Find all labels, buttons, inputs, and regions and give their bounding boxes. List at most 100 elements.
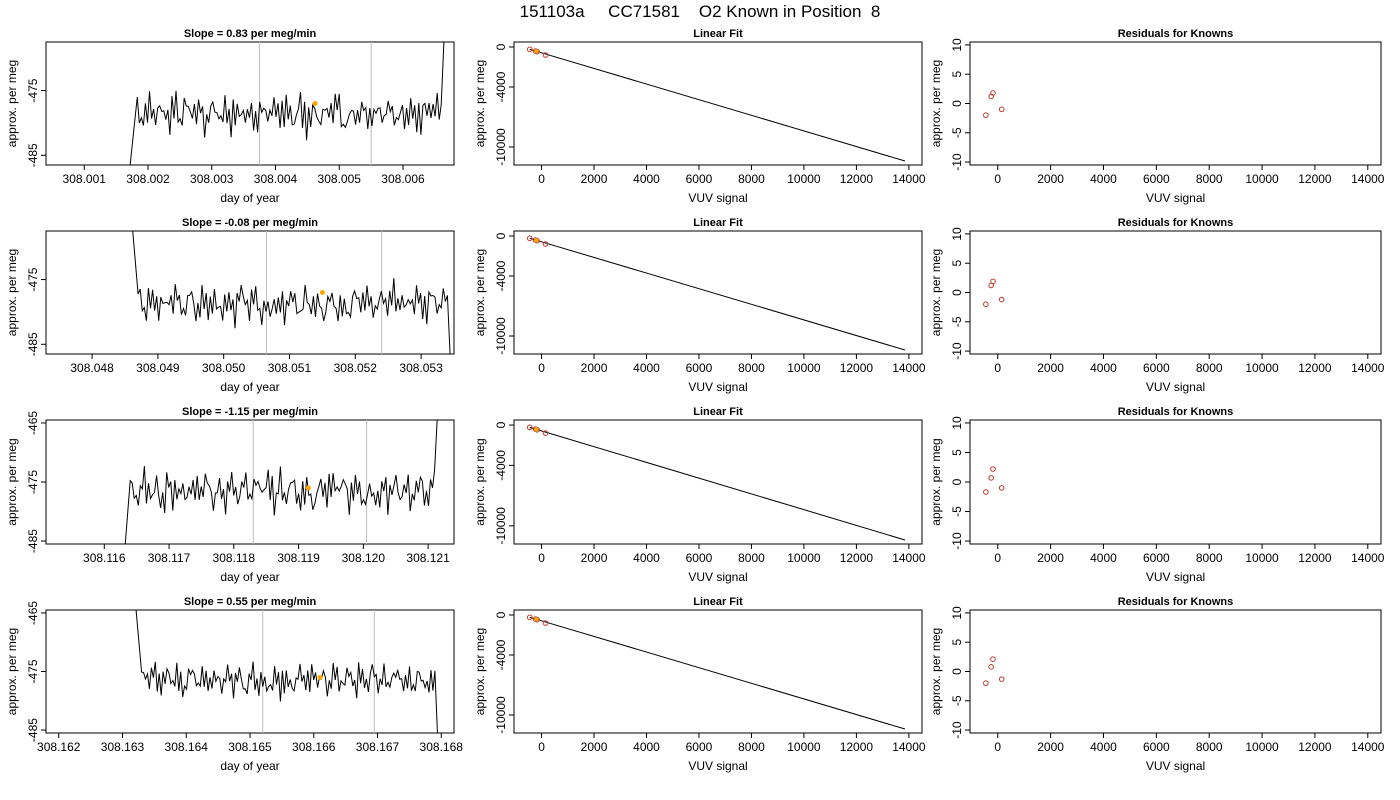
y-axis-label: approx. per meg: [5, 438, 19, 525]
x-axis-label: day of year: [220, 759, 279, 773]
x-tick-label: 0: [994, 551, 1001, 565]
plot-frame: [513, 230, 923, 355]
plot-area: [124, 420, 438, 544]
plot-frame: [969, 609, 1382, 734]
panel-row2-time-series: Slope = -0.08 per meg/min 308.048 308.049 3…: [5, 217, 455, 394]
x-tick-label: 0: [538, 172, 545, 186]
x-axis-label: VUV signal: [1146, 191, 1205, 205]
y-tick-label: -5: [950, 316, 964, 327]
plot-area: [983, 278, 1005, 308]
panel-row2-linear-fit: Linear Fit 0 2000 4000 6000 8000 10000 12000 140…: [473, 217, 926, 394]
time-series-line: [135, 610, 438, 733]
x-axis-label: VUV signal: [688, 191, 747, 205]
panel-title: Linear Fit: [693, 217, 743, 229]
x-tick-label: 6000: [1143, 740, 1170, 754]
y-tick-label: -5: [950, 506, 964, 517]
x-tick-label: 4000: [1090, 361, 1117, 375]
x-tick-label: 308.119: [277, 551, 320, 565]
data-point: [988, 475, 994, 481]
y-tick-label: 0: [950, 478, 964, 485]
panel-title: Residuals for Knowns: [1118, 596, 1234, 608]
x-tick-label: 12000: [840, 740, 874, 754]
data-point: [542, 620, 549, 626]
y-tick-label: -10: [950, 153, 964, 171]
y-tick-label: -4000: [494, 450, 508, 481]
x-tick-label: 10000: [1245, 361, 1279, 375]
x-tick-label: 308.004: [254, 172, 298, 186]
x-tick-label: 308.121: [406, 551, 450, 565]
data-point: [526, 424, 533, 431]
data-point: [988, 664, 994, 670]
x-tick-label: 14000: [892, 172, 926, 186]
fit-line: [529, 616, 906, 730]
x-tick-label: 2000: [581, 551, 608, 565]
x-axis-label: VUV signal: [688, 380, 747, 394]
x-tick-label: 8000: [1196, 361, 1223, 375]
plot-frame: [45, 230, 455, 355]
x-tick-label: 6000: [686, 551, 713, 565]
y-tick-label: 5: [950, 71, 964, 78]
x-tick-label: 308.167: [356, 740, 400, 754]
x-tick-label: 14000: [1351, 172, 1385, 186]
x-tick-label: 2000: [1037, 551, 1064, 565]
x-tick-label: 308.117: [148, 551, 191, 565]
x-tick-label: 10000: [787, 361, 821, 375]
y-axis-label: approx. per meg: [929, 249, 943, 336]
x-tick-label: 14000: [892, 551, 926, 565]
panel-title: Linear Fit: [693, 596, 743, 608]
time-series-line: [124, 420, 438, 544]
x-tick-label: 8000: [1196, 551, 1223, 565]
y-axis-label: approx. per meg: [473, 249, 487, 336]
data-point: [542, 52, 549, 58]
plot-area: [526, 424, 906, 541]
y-axis-label: approx. per meg: [5, 60, 19, 147]
plot-frame: [969, 230, 1382, 355]
data-point: [998, 296, 1005, 303]
x-tick-label: 0: [994, 361, 1001, 375]
x-tick-label: 14000: [1351, 551, 1385, 565]
x-tick-label: 308.049: [136, 361, 180, 375]
x-tick-label: 0: [994, 740, 1001, 754]
panel-title: Linear Fit: [693, 406, 743, 418]
x-tick-label: 4000: [1090, 172, 1117, 186]
x-axis-label: day of year: [220, 380, 279, 394]
y-axis-label: approx. per meg: [929, 628, 943, 715]
highlight-point: [534, 427, 539, 432]
x-tick-label: 308.052: [334, 361, 378, 375]
y-tick-label: 0: [950, 289, 964, 296]
x-axis-label: VUV signal: [1146, 380, 1205, 394]
plot-area: [135, 610, 438, 733]
y-axis-label: approx. per meg: [929, 438, 943, 525]
x-tick-label: 14000: [1351, 361, 1385, 375]
highlight-point: [534, 49, 539, 54]
x-tick-label: 6000: [1143, 551, 1170, 565]
plot-area: [983, 656, 1005, 687]
x-tick-label: 6000: [686, 172, 713, 186]
y-tick-label: -4000: [494, 260, 508, 291]
x-tick-label: 6000: [1143, 172, 1170, 186]
x-tick-label: 8000: [738, 361, 765, 375]
y-tick-label: 10: [950, 38, 964, 52]
y-tick-label: -10000: [494, 317, 508, 355]
y-tick-label: 5: [950, 449, 964, 456]
x-axis-label: day of year: [220, 191, 279, 205]
x-tick-label: 12000: [840, 361, 874, 375]
y-tick-label: 0: [494, 43, 508, 50]
y-tick-label: 10: [950, 227, 964, 241]
y-tick-label: -10: [950, 342, 964, 360]
plot-frame: [45, 609, 455, 734]
plot-area: [526, 614, 906, 730]
plot-area: [129, 42, 445, 165]
y-tick-label: 0: [494, 421, 508, 428]
highlight-point: [312, 101, 318, 106]
x-tick-label: 10000: [1245, 740, 1279, 754]
x-tick-label: 4000: [633, 172, 660, 186]
page-title: 151103a CC71581 O2 Known in Position 8: [519, 2, 881, 21]
highlight-point: [319, 290, 325, 295]
x-tick-label: 308.053: [399, 361, 443, 375]
highlight-point: [305, 485, 311, 491]
x-tick-label: 308.050: [202, 361, 246, 375]
plot-area: [132, 231, 451, 354]
